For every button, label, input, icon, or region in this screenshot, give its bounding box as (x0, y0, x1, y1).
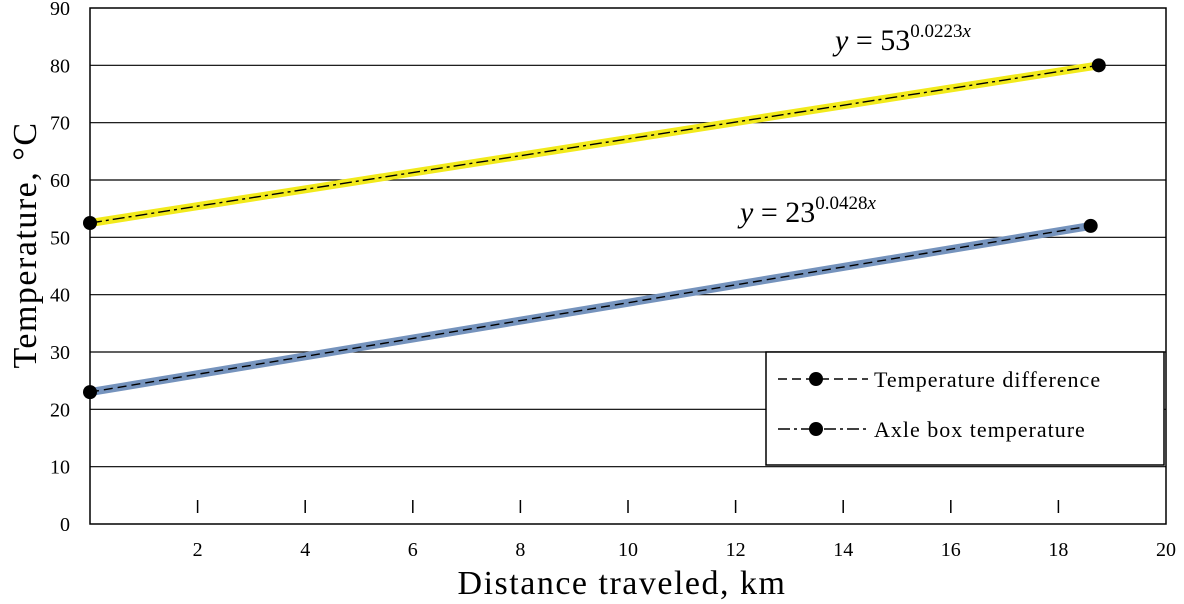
x-axis-title: Distance traveled, km (458, 565, 787, 602)
y-tick-label: 0 (60, 514, 70, 536)
plot-frame (89, 7, 1167, 525)
x-tick-label: 20 (1156, 539, 1176, 561)
legend-label-2: Axle box temperature (874, 417, 1086, 442)
y-tick-label: 70 (50, 113, 70, 135)
y-axis-title: Temperature, °C (7, 121, 44, 368)
x-ticks: 2 4 6 8 10 12 14 16 18 20 (193, 500, 1176, 561)
x-tick-label: 8 (515, 539, 525, 561)
x-tick-label: 18 (1048, 539, 1068, 561)
data-point (83, 216, 97, 230)
series-trend-2 (89, 64, 1099, 224)
legend-box (765, 351, 1165, 466)
y-tick-label: 50 (50, 227, 70, 249)
legend: Temperature difference Axle box temperatu… (765, 351, 1165, 466)
legend-label-1: Temperature difference (874, 367, 1101, 392)
legend-marker-1 (809, 372, 823, 386)
y-tick-labels: 0 10 20 30 40 50 60 70 80 90 (50, 0, 70, 536)
x-tick-label: 12 (726, 539, 746, 561)
x-tick-label: 10 (618, 539, 638, 561)
y-tick-label: 10 (50, 457, 70, 479)
equation-label-2: y = 530.0223x (832, 21, 972, 57)
x-tick-label: 4 (300, 539, 310, 561)
y-tick-label: 30 (50, 342, 70, 364)
series-trend-1 (89, 225, 1091, 393)
equation-label-1: y = 230.0428x (737, 193, 877, 229)
data-point (1083, 218, 1098, 233)
x-tick-label: 2 (193, 539, 203, 561)
plot-series (83, 58, 1106, 400)
x-tick-label: 16 (941, 539, 961, 561)
x-tick-label: 14 (833, 539, 853, 561)
y-tick-label: 20 (50, 399, 70, 421)
data-point (83, 385, 97, 400)
y-tick-label: 40 (50, 285, 70, 307)
y-tick-label: 80 (50, 55, 70, 77)
trend-equations: y = 230.0428x y = 530.0223x (737, 21, 972, 229)
y-tick-label: 90 (50, 0, 70, 20)
y-tick-label: 60 (50, 170, 70, 192)
data-point (1091, 58, 1106, 73)
legend-marker-2 (809, 422, 823, 436)
x-tick-label: 6 (408, 539, 418, 561)
